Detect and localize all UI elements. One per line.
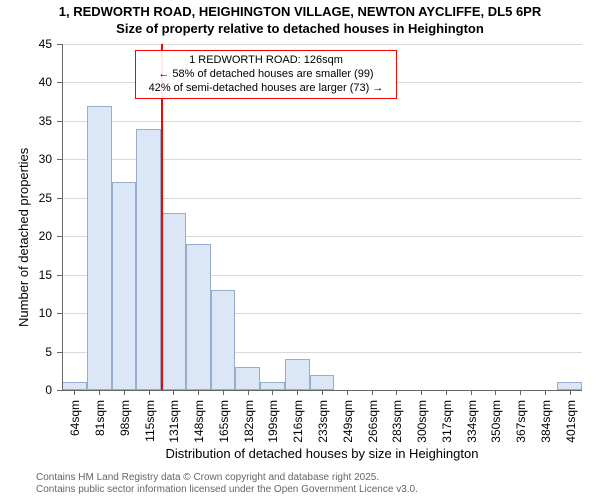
callout-line: ← 58% of detached houses are smaller (99…: [142, 68, 390, 82]
histogram-bar: [260, 382, 285, 390]
grid-line: [62, 44, 582, 45]
y-tick-label: 5: [28, 345, 52, 359]
y-tick-label: 25: [28, 191, 52, 205]
y-tick-label: 0: [28, 383, 52, 397]
callout-line: 42% of semi-detached houses are larger (…: [142, 82, 390, 96]
histogram-bar: [557, 382, 582, 390]
histogram-bar: [87, 106, 112, 390]
histogram-bar: [62, 382, 87, 390]
y-tick-label: 20: [28, 229, 52, 243]
histogram-bar: [136, 129, 161, 390]
histogram-bar: [211, 290, 236, 390]
y-tick-label: 10: [28, 306, 52, 320]
y-tick-label: 35: [28, 114, 52, 128]
callout-line: 1 REDWORTH ROAD: 126sqm: [142, 54, 390, 68]
footer-attribution: Contains HM Land Registry data © Crown c…: [36, 472, 418, 496]
chart-titles: 1, REDWORTH ROAD, HEIGHINGTON VILLAGE, N…: [0, 0, 600, 38]
histogram-bar: [235, 367, 260, 390]
title-line-2: Size of property relative to detached ho…: [0, 21, 600, 38]
histogram-bar: [310, 375, 335, 390]
histogram-bar: [112, 182, 137, 390]
grid-line: [62, 121, 582, 122]
chart-container: 1, REDWORTH ROAD, HEIGHINGTON VILLAGE, N…: [0, 0, 600, 500]
footer-line-2: Contains public sector information licen…: [36, 484, 418, 496]
footer-line-1: Contains HM Land Registry data © Crown c…: [36, 472, 418, 484]
histogram-bar: [186, 244, 211, 390]
y-axis-line: [62, 44, 63, 390]
title-line-1: 1, REDWORTH ROAD, HEIGHINGTON VILLAGE, N…: [0, 4, 600, 21]
histogram-bar: [161, 213, 186, 390]
histogram-bar: [285, 359, 310, 390]
y-tick-label: 30: [28, 152, 52, 166]
plot-area: 1 REDWORTH ROAD: 126sqm← 58% of detached…: [62, 44, 582, 390]
y-tick-label: 15: [28, 268, 52, 282]
x-axis-label: Distribution of detached houses by size …: [62, 446, 582, 461]
x-axis-line: [62, 390, 582, 391]
y-tick-label: 45: [28, 37, 52, 51]
callout-box: 1 REDWORTH ROAD: 126sqm← 58% of detached…: [135, 50, 397, 99]
y-tick-label: 40: [28, 75, 52, 89]
